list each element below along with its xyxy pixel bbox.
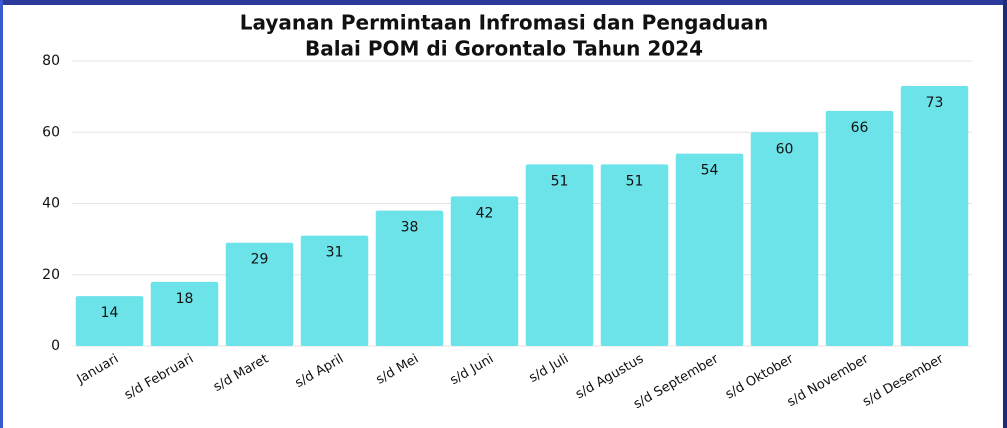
- data-label: 51: [626, 173, 644, 189]
- bar: [525, 164, 594, 346]
- x-tick-label: s/d April: [293, 352, 347, 392]
- data-label: 51: [551, 173, 569, 189]
- right-border: [1003, 0, 1007, 428]
- data-label: 60: [776, 141, 794, 157]
- y-tick-label: 20: [42, 267, 60, 283]
- x-tick-label: s/d September: [631, 351, 722, 412]
- bar: [900, 85, 969, 346]
- bar: [825, 110, 894, 346]
- x-tick-label: s/d Agustus: [573, 351, 646, 402]
- x-tick-label: s/d Februari: [122, 352, 196, 404]
- data-label: 73: [926, 95, 944, 111]
- bar: [150, 281, 219, 346]
- x-tick-label: Januari: [74, 352, 122, 388]
- bar: [375, 210, 444, 346]
- y-tick-label: 40: [42, 196, 60, 212]
- data-label: 54: [701, 163, 719, 179]
- x-tick-label: s/d Maret: [211, 352, 271, 395]
- chart-title: Layanan Permintaan Infromasi dan Pengadu…: [240, 11, 769, 35]
- bar: [750, 132, 819, 346]
- bar: [225, 242, 294, 346]
- data-label: 14: [101, 305, 119, 321]
- chart-title: Balai POM di Gorontalo Tahun 2024: [305, 37, 703, 61]
- bar: [75, 296, 144, 346]
- bar: [675, 153, 744, 346]
- x-tick-label: s/d Mei: [374, 352, 422, 388]
- y-tick-label: 60: [42, 124, 60, 140]
- data-label: 66: [851, 120, 869, 136]
- x-tick-label: s/d November: [785, 351, 872, 410]
- data-label: 29: [251, 252, 269, 268]
- top-border: [0, 0, 1007, 5]
- data-label: 18: [176, 291, 194, 307]
- x-tick-label: s/d Oktober: [723, 351, 797, 402]
- x-tick-label: s/d Juni: [448, 352, 497, 389]
- bar: [300, 235, 369, 346]
- x-tick-label: s/d Desember: [860, 351, 947, 410]
- bar: [600, 164, 669, 346]
- data-label: 38: [401, 220, 419, 236]
- bar: [450, 196, 519, 346]
- x-tick-label: s/d Juli: [527, 352, 572, 386]
- data-label: 31: [326, 245, 344, 261]
- data-label: 42: [476, 205, 494, 221]
- left-border: [0, 0, 3, 428]
- y-tick-label: 80: [42, 53, 60, 69]
- y-tick-label: 0: [51, 338, 60, 354]
